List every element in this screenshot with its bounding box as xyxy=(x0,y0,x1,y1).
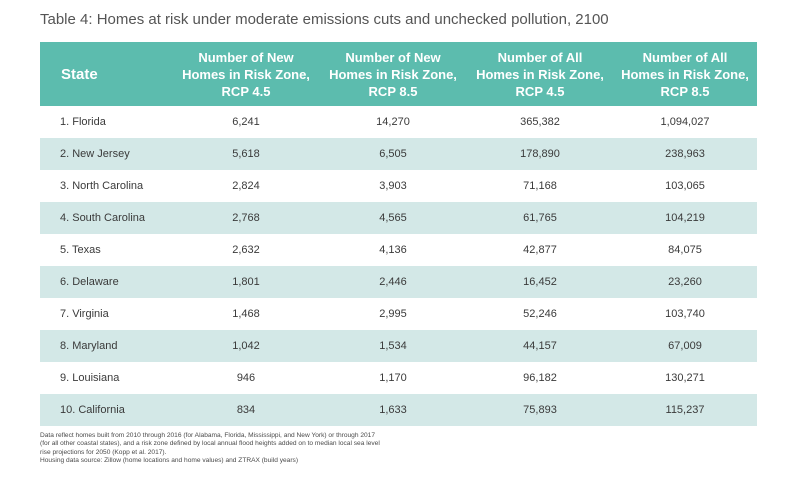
new-rcp85-cell: 1,534 xyxy=(379,340,407,352)
header-row: State Number of New Homes in Risk Zone, … xyxy=(40,42,757,106)
state-cell: 6. Delaware xyxy=(60,276,119,288)
header-line: Number of All xyxy=(497,49,583,65)
new-rcp45-cell: 2,768 xyxy=(232,212,260,224)
all-rcp85-cell: 23,260 xyxy=(668,276,702,288)
new-rcp45-cell: 2,824 xyxy=(232,180,260,192)
new-rcp85-cell: 1,633 xyxy=(379,404,407,416)
header-line: RCP 8.5 xyxy=(368,83,418,99)
new-rcp45-cell: 2,632 xyxy=(232,244,260,256)
homes-at-risk-table: State Number of New Homes in Risk Zone, … xyxy=(40,42,757,426)
state-cell: 4. South Carolina xyxy=(60,212,145,224)
table-row: 3. North Carolina 2,824 3,903 71,168 103… xyxy=(40,170,757,202)
new-rcp45-cell: 1,801 xyxy=(232,276,260,288)
all-rcp45-cell: 71,168 xyxy=(523,180,557,192)
table-row: 8. Maryland 1,042 1,534 44,157 67,009 xyxy=(40,330,757,362)
all-rcp45-cell: 75,893 xyxy=(523,404,557,416)
table-row: 7. Virginia 1,468 2,995 52,246 103,740 xyxy=(40,298,757,330)
table-row: 5. Texas 2,632 4,136 42,877 84,075 xyxy=(40,234,757,266)
header-line: RCP 8.5 xyxy=(660,83,710,99)
header-line: RCP 4.5 xyxy=(221,83,271,99)
footnote-line: Data reflect homes built from 2010 throu… xyxy=(40,432,375,439)
new-rcp45-cell: 1,042 xyxy=(232,340,260,352)
header-line: RCP 4.5 xyxy=(515,83,565,99)
new-rcp85-cell: 1,170 xyxy=(379,372,407,384)
footnote-line: (for all other coastal states), and a ri… xyxy=(40,440,380,448)
header-state: State xyxy=(40,42,173,106)
state-cell: 8. Maryland xyxy=(60,340,118,352)
table-row: 6. Delaware 1,801 2,446 16,452 23,260 xyxy=(40,266,757,298)
table-row: 10. California 834 1,633 75,893 115,237 xyxy=(40,394,757,426)
header-all-rcp45: Number of All Homes in Risk Zone, RCP 4.… xyxy=(467,42,613,106)
all-rcp85-cell: 238,963 xyxy=(665,148,705,160)
table-title: Table 4: Homes at risk under moderate em… xyxy=(40,11,609,28)
all-rcp45-cell: 44,157 xyxy=(523,340,557,352)
all-rcp85-cell: 103,065 xyxy=(665,180,705,192)
header-line: Homes in Risk Zone, xyxy=(182,66,310,82)
state-cell: 7. Virginia xyxy=(60,308,109,320)
header-line: Homes in Risk Zone, xyxy=(476,66,604,82)
state-cell: 5. Texas xyxy=(60,244,101,256)
table-row: 2. New Jersey 5,618 6,505 178,890 238,96… xyxy=(40,138,757,170)
all-rcp85-cell: 104,219 xyxy=(665,212,705,224)
state-cell: 1. Florida xyxy=(60,116,106,128)
all-rcp45-cell: 61,765 xyxy=(523,212,557,224)
new-rcp85-cell: 6,505 xyxy=(379,148,407,160)
table-row: 4. South Carolina 2,768 4,565 61,765 104… xyxy=(40,202,757,234)
footnote-line: rise projections for 2050 (Kopp et al. 2… xyxy=(40,448,167,456)
header-line: Number of New xyxy=(345,49,441,65)
all-rcp85-cell: 115,237 xyxy=(665,404,705,416)
header-new-rcp85: Number of New Homes in Risk Zone, RCP 8.… xyxy=(319,42,467,106)
new-rcp45-cell: 946 xyxy=(236,372,256,384)
header-line: Number of All xyxy=(642,49,728,65)
new-rcp85-cell: 14,270 xyxy=(376,116,410,128)
new-rcp85-cell: 2,446 xyxy=(379,276,407,288)
all-rcp85-cell: 130,271 xyxy=(665,372,705,384)
all-rcp45-cell: 96,182 xyxy=(523,372,557,384)
all-rcp85-cell: 103,740 xyxy=(665,308,705,320)
all-rcp85-cell: 67,009 xyxy=(668,340,702,352)
new-rcp45-cell: 5,618 xyxy=(232,148,260,160)
all-rcp45-cell: 52,246 xyxy=(523,308,557,320)
new-rcp85-cell: 3,903 xyxy=(379,180,407,192)
header-new-rcp45: Number of New Homes in Risk Zone, RCP 4.… xyxy=(173,42,319,106)
all-rcp85-cell: 84,075 xyxy=(668,244,702,256)
header-line: Homes in Risk Zone, xyxy=(621,66,749,82)
new-rcp85-cell: 2,995 xyxy=(379,308,407,320)
table-row: 9. Louisiana 946 1,170 96,182 130,271 xyxy=(40,362,757,394)
header-all-rcp85: Number of All Homes in Risk Zone, RCP 8.… xyxy=(613,42,757,106)
header-line: Number of New xyxy=(198,49,294,65)
new-rcp45-cell: 834 xyxy=(236,404,256,416)
header-state-label: State xyxy=(61,65,98,83)
all-rcp85-cell: 1,094,027 xyxy=(660,116,710,128)
new-rcp45-cell: 1,468 xyxy=(232,308,260,320)
new-rcp45-cell: 6,241 xyxy=(232,116,260,128)
state-cell: 9. Louisiana xyxy=(60,372,120,384)
footnotes: Data reflect homes built from 2010 throu… xyxy=(40,432,480,466)
all-rcp45-cell: 42,877 xyxy=(523,244,557,256)
state-cell: 2. New Jersey xyxy=(60,148,130,160)
new-rcp85-cell: 4,136 xyxy=(379,244,407,256)
state-cell: 10. California xyxy=(60,404,125,416)
new-rcp85-cell: 4,565 xyxy=(379,212,407,224)
header-line: Homes in Risk Zone, xyxy=(329,66,457,82)
state-cell: 3. North Carolina xyxy=(60,180,144,192)
all-rcp45-cell: 365,382 xyxy=(520,116,560,128)
all-rcp45-cell: 178,890 xyxy=(520,148,560,160)
footnote-line: Housing data source: Zillow (home locati… xyxy=(40,457,299,465)
table-row: 1. Florida 6,241 14,270 365,382 1,094,02… xyxy=(40,106,757,138)
all-rcp45-cell: 16,452 xyxy=(523,276,557,288)
